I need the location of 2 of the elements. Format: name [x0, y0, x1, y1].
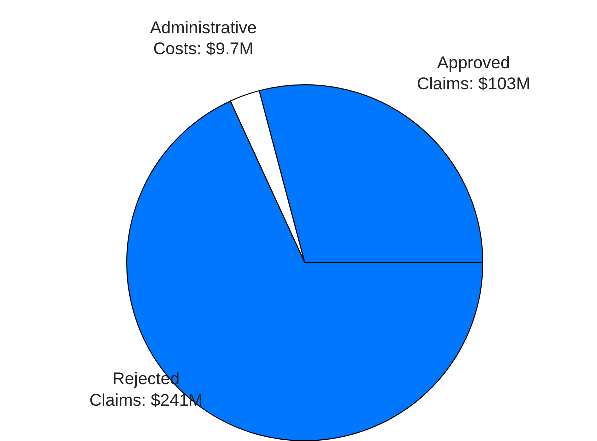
- slice-label: Approved Claims: $103M: [417, 53, 531, 94]
- slice-label: Administrative Costs: $9.7M: [150, 18, 257, 59]
